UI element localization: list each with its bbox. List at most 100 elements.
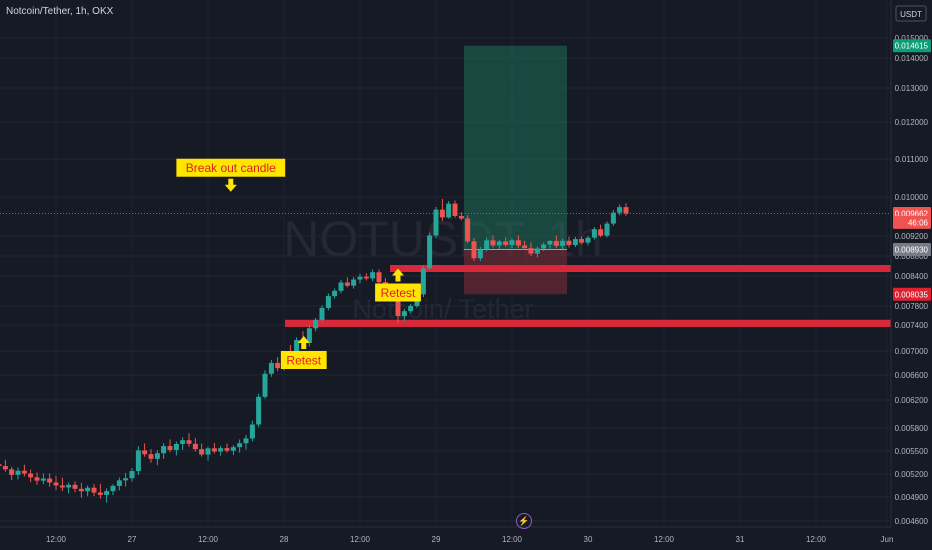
y-tick-label: 0.007000 <box>895 347 929 356</box>
candle-79 <box>477 246 483 262</box>
candle-body <box>262 373 268 397</box>
price-axis[interactable]: 0.015000 0.014000 0.013000 0.012000 0.011000… <box>890 0 932 550</box>
candle-body <box>66 484 72 488</box>
candles <box>0 198 629 503</box>
candle-11 <box>47 473 53 487</box>
candle-7 <box>21 464 27 477</box>
candle-body <box>534 248 540 254</box>
x-tick-label: 12:00 <box>350 535 371 544</box>
candle-body <box>104 491 110 495</box>
candle-15 <box>72 481 78 493</box>
y-tick-label: 0.006200 <box>895 396 929 405</box>
candle-body <box>610 212 616 224</box>
candle-body <box>306 328 312 344</box>
position-boxes <box>464 45 567 295</box>
candle-body <box>604 223 610 236</box>
candle-6 <box>15 467 21 480</box>
candle-body <box>2 466 8 470</box>
candle-body <box>161 446 167 454</box>
price-tag-text: 46:06 <box>908 218 929 227</box>
annotation-1[interactable]: Retest <box>375 268 421 302</box>
candle-body <box>192 443 198 450</box>
candle-34 <box>192 438 198 452</box>
candle-body <box>53 482 59 486</box>
candle-body <box>154 453 160 459</box>
candle-body <box>490 240 496 246</box>
candle-100 <box>610 210 616 226</box>
candle-74 <box>446 201 452 219</box>
candle-body <box>218 448 224 452</box>
candle-body <box>148 454 154 459</box>
candle-18 <box>91 483 97 497</box>
candle-body <box>230 447 236 451</box>
candle-16 <box>78 482 84 498</box>
candle-body <box>357 276 363 280</box>
candle-63 <box>376 269 382 284</box>
candle-body <box>205 448 211 455</box>
candle-body <box>465 218 471 242</box>
candle-body <box>59 485 65 488</box>
candle-body <box>515 240 521 246</box>
y-tick-label: 0.007400 <box>895 321 929 330</box>
candle-17 <box>85 485 91 497</box>
candle-body <box>623 207 629 214</box>
candle-body <box>224 448 230 451</box>
candle-75 <box>452 200 458 218</box>
annotation-text: Retest <box>286 354 321 368</box>
candle-78 <box>471 238 477 261</box>
y-tick-label: 0.007800 <box>895 302 929 311</box>
candle-body <box>427 235 433 269</box>
candle-27 <box>148 449 154 463</box>
candle-90 <box>547 239 553 249</box>
candle-45 <box>262 370 268 399</box>
candle-body <box>496 241 502 246</box>
candle-body <box>598 229 604 236</box>
price-tag-3: 0.008930 <box>893 243 931 256</box>
candle-body <box>0 464 2 467</box>
candle-92 <box>560 238 566 249</box>
candle-body <box>541 244 547 249</box>
candle-37 <box>211 442 217 454</box>
candle-body <box>21 470 27 474</box>
support-zone-1[interactable] <box>285 319 891 327</box>
candle-body <box>395 294 401 317</box>
candle-54 <box>319 305 325 322</box>
candle-body <box>560 240 566 246</box>
lightning-icon[interactable]: ⚡ <box>516 513 532 529</box>
target-zone[interactable] <box>464 45 567 250</box>
support-zone-0[interactable] <box>390 265 891 272</box>
y-tick-label: 0.005500 <box>895 447 929 456</box>
price-tag-text: 0.008930 <box>895 246 929 255</box>
time-axis[interactable]: 12:00 27 12:00 28 12:00 29 12:00 30 12:00 31 12:00… <box>0 526 893 544</box>
annotation-box <box>280 351 327 369</box>
candle-12 <box>53 475 59 491</box>
candle-40 <box>230 445 236 456</box>
candle-36 <box>205 446 211 461</box>
candle-body <box>237 443 243 448</box>
candle-body <box>420 268 426 295</box>
candle-95 <box>579 236 585 245</box>
candle-body <box>97 492 103 495</box>
candle-body <box>47 478 53 483</box>
grid-lines <box>0 0 891 527</box>
candle-body <box>91 487 97 493</box>
candle-8 <box>28 469 34 483</box>
annotation-2[interactable]: Retest <box>280 336 327 369</box>
arrow-up-icon <box>392 268 404 282</box>
candle-22 <box>116 477 122 491</box>
candle-body <box>116 480 122 486</box>
candle-96 <box>585 235 591 246</box>
candle-body <box>275 362 281 369</box>
candle-30 <box>167 439 173 453</box>
y-tick-label: 0.004600 <box>895 517 929 526</box>
candle-25 <box>135 446 141 475</box>
candle-body <box>471 241 477 259</box>
x-tick-label: 12:00 <box>502 535 523 544</box>
y-tick-label: 0.010000 <box>895 193 929 202</box>
currency-badge[interactable]: USDT <box>895 5 927 22</box>
annotation-0[interactable]: Break out candle <box>176 158 286 192</box>
candle-body <box>268 362 274 374</box>
candle-72 <box>433 206 439 238</box>
candle-99 <box>604 221 610 238</box>
